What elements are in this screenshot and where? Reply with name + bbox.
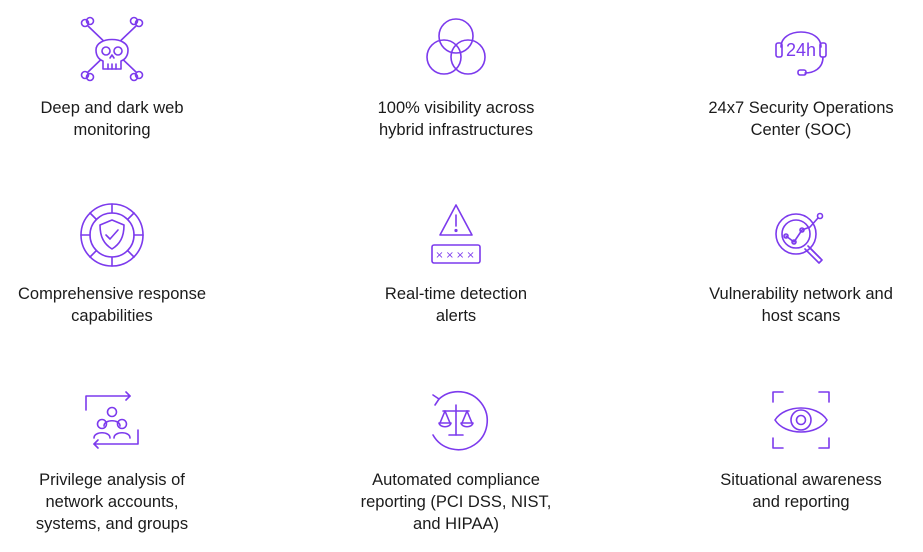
- overlapping-circles-icon: [425, 17, 487, 79]
- warning-password-icon: ××××: [428, 203, 484, 267]
- feature-label: 100% visibility across hybrid infrastruc…: [377, 99, 535, 139]
- feature-label: Automated compliance reporting (PCI DSS,…: [360, 471, 552, 533]
- compliance-scale-icon: [425, 389, 487, 451]
- icon-text-24h: 24h: [786, 40, 816, 60]
- users-sync-icon: [80, 390, 144, 450]
- magnifier-network-icon: [770, 210, 832, 264]
- skull-crossbones-icon: [74, 16, 150, 82]
- feature-label: Deep and dark web monitoring: [40, 99, 184, 139]
- feature-label: 24x7 Security Operations Center (SOC): [708, 99, 894, 139]
- eye-scan-icon: [771, 390, 831, 450]
- headset-24h-icon: 24h: [771, 17, 831, 79]
- feature-label: Situational awareness and reporting: [720, 471, 882, 511]
- feature-label: Privilege analysis of network accounts, …: [35, 471, 189, 533]
- feature-label: Vulnerability network and host scans: [709, 285, 893, 325]
- feature-label: Real-time detection alerts: [384, 285, 528, 325]
- feature-label: Comprehensive response capabilities: [17, 285, 207, 325]
- shield-check-icon: [79, 202, 145, 268]
- icon-text-masked: ××××: [435, 250, 477, 261]
